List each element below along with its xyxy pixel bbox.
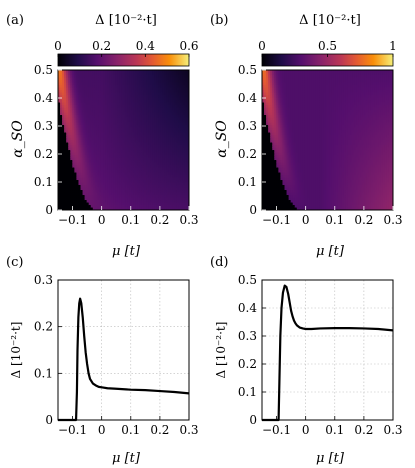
panel-label-b: (b) bbox=[210, 13, 228, 28]
y-tick-label: 0.5 bbox=[34, 63, 53, 77]
panel-c: (c) −0.1 0 0.1 0.2 0.300.10.20.3 Δ [10⁻²·t] … bbox=[6, 255, 199, 466]
plot-frame bbox=[57, 69, 190, 211]
heatmap-cells bbox=[58, 70, 190, 211]
plot-background bbox=[262, 280, 393, 420]
colorbar-tick-label: 0.2 bbox=[92, 39, 111, 53]
plot-frame bbox=[57, 279, 190, 421]
colorbar-tick-label: 0 bbox=[54, 39, 62, 53]
x-tick-label: −0.1 bbox=[58, 423, 87, 437]
colorbar-tick-label: 0.4 bbox=[136, 39, 155, 53]
x-tick-label: 0.3 bbox=[179, 423, 198, 437]
colorbar-tick-label: 0 bbox=[258, 39, 266, 53]
x-tick-label: −0.1 bbox=[262, 213, 291, 227]
y-tick-label: 0.3 bbox=[34, 273, 53, 287]
x-axis-label-b: μ [t] bbox=[316, 244, 345, 259]
y-tick-label: 0 bbox=[45, 203, 53, 217]
plot-frame bbox=[261, 69, 394, 211]
x-tick-label: 0.2 bbox=[150, 213, 169, 227]
y-tick-label: 0 bbox=[45, 413, 53, 427]
x-tick-label: −0.1 bbox=[58, 213, 87, 227]
y-tick-label: 0.2 bbox=[34, 320, 53, 334]
x-tick-label: 0 bbox=[302, 423, 310, 437]
y-tick-label: 0 bbox=[249, 203, 257, 217]
y-tick-label: 0.5 bbox=[238, 273, 257, 287]
panel-a: (a) Δ [10⁻²·t] 0 0.2 0.4 0.6 −0.1 0 0.1 0.2 0.3… bbox=[6, 13, 199, 259]
x-tick-label: 0.1 bbox=[325, 213, 344, 227]
y-axis-label-a: α_SO bbox=[10, 120, 26, 158]
heatmap-a: −0.1 0 0.1 0.2 0.3 0 0.1 0.2 0.3 0.4 0.5 bbox=[34, 63, 199, 227]
colorbar-tick-label: 0.5 bbox=[318, 39, 337, 53]
colorbar-tick-label: 1 bbox=[389, 39, 397, 53]
x-tick-label: 0 bbox=[98, 213, 106, 227]
x-tick-label: 0 bbox=[98, 423, 106, 437]
x-tick-label: 0.3 bbox=[179, 213, 198, 227]
panel-d: (d) −0.1 0 0.1 0.2 0.3 0 0.1 0.2 0.3 0.4 0.5 Δ [10… bbox=[210, 255, 403, 466]
y-axis-label-d: Δ [10⁻²·t] bbox=[214, 322, 228, 379]
y-tick-label: 0 bbox=[249, 413, 257, 427]
y-tick-label: 0.1 bbox=[238, 385, 257, 399]
y-tick-label: 0.3 bbox=[34, 119, 53, 133]
y-tick-label: 0.3 bbox=[238, 329, 257, 343]
colorbar-b: 0 0.5 1 bbox=[258, 39, 397, 67]
y-tick-label: 0.3 bbox=[238, 119, 257, 133]
panel-label-d: (d) bbox=[210, 255, 228, 270]
series-line bbox=[58, 297, 190, 422]
y-tick-label: 0.5 bbox=[238, 63, 257, 77]
y-axis-label-b: α_SO bbox=[214, 120, 230, 158]
x-tick-label: −0.1 bbox=[262, 423, 291, 437]
x-tick-label: 0.3 bbox=[383, 423, 402, 437]
y-tick-label: 0.2 bbox=[238, 357, 257, 371]
x-tick-label: 0.2 bbox=[354, 423, 373, 437]
y-tick-label: 0.2 bbox=[238, 147, 257, 161]
y-tick-label: 0.4 bbox=[238, 91, 257, 105]
x-tick-label: 0.1 bbox=[121, 213, 140, 227]
colorbar-title-a: Δ [10⁻²·t] bbox=[95, 13, 157, 28]
series-line bbox=[262, 284, 394, 422]
x-tick-label: 0.2 bbox=[150, 423, 169, 437]
plot-frame bbox=[261, 279, 394, 421]
y-tick-label: 0.2 bbox=[34, 147, 53, 161]
panel-label-c: (c) bbox=[6, 255, 23, 270]
panel-label-a: (a) bbox=[6, 13, 24, 28]
y-tick-label: 0.1 bbox=[238, 175, 257, 189]
x-axis-label-a: μ [t] bbox=[112, 244, 141, 259]
colorbar-gradient bbox=[57, 53, 190, 67]
panel-b: (b) Δ [10⁻²·t] 0 0.5 1 −0.1 0 0.1 0.2 0.300.10… bbox=[210, 13, 403, 259]
y-tick-label: 0.4 bbox=[238, 301, 257, 315]
y-tick-label: 0.1 bbox=[34, 175, 53, 189]
y-axis-label-c: Δ [10⁻²·t] bbox=[9, 322, 23, 379]
x-tick-label: 0.1 bbox=[325, 423, 344, 437]
y-tick-label: 0.4 bbox=[34, 91, 53, 105]
colorbar-a: 0 0.2 0.4 0.6 bbox=[54, 39, 199, 67]
x-tick-label: 0.2 bbox=[354, 213, 373, 227]
heatmap-b: −0.1 0 0.1 0.2 0.3 0 0.1 0.2 0.3 0.4 0.5 bbox=[238, 63, 403, 227]
colorbar-title-b: Δ [10⁻²·t] bbox=[299, 13, 361, 28]
line-chart-d: −0.1 0 0.1 0.2 0.3 0 0.1 0.2 0.3 0.4 0.5 bbox=[238, 273, 403, 437]
y-tick-label: 0.1 bbox=[34, 366, 53, 380]
x-tick-label: 0 bbox=[302, 213, 310, 227]
x-tick-label: 0.1 bbox=[121, 423, 140, 437]
line-chart-c: −0.1 0 0.1 0.2 0.3 0 0.1 0.2 0.3 bbox=[34, 273, 199, 437]
x-axis-label-c: μ [t] bbox=[112, 451, 141, 466]
heatmap-cells bbox=[262, 70, 394, 211]
x-axis-label-d: μ [t] bbox=[316, 451, 345, 466]
x-tick-label: 0.3 bbox=[383, 213, 402, 227]
colorbar-tick-label: 0.6 bbox=[179, 39, 198, 53]
